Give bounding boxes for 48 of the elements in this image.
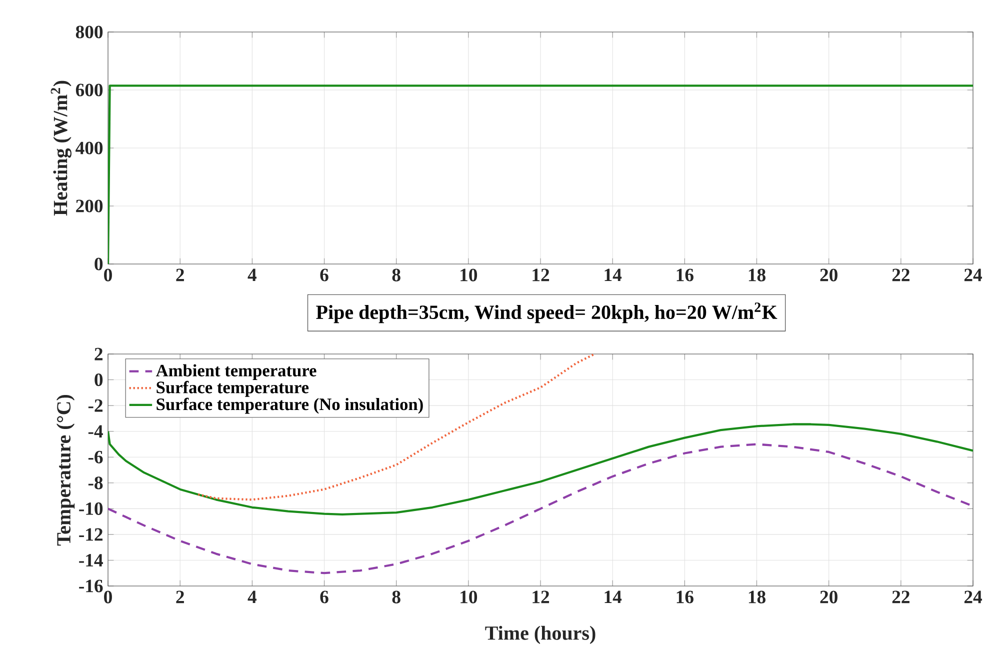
y-tick-label: 2	[94, 348, 102, 360]
y-tick-label: -16	[79, 580, 103, 592]
x-tick-label: 0	[104, 268, 112, 282]
x-tick-label: 12	[532, 590, 550, 604]
x-tick-label: 8	[392, 590, 400, 604]
legend-label: Surface temperature (No insulation)	[156, 398, 423, 414]
x-tick-label: 22	[892, 268, 910, 282]
x-tick-label: 20	[820, 268, 838, 282]
y-tick-label: 0	[94, 373, 103, 386]
y-tick-label: -2	[88, 399, 102, 412]
x-tick-label: 18	[748, 590, 766, 604]
x-tick-label: 10	[460, 590, 478, 604]
y-tick-label: -4	[88, 425, 103, 438]
y-tick-label: 0	[94, 258, 103, 270]
y-tick-label: -6	[88, 450, 103, 464]
x-tick-label: 14	[604, 268, 622, 282]
x-tick-label: 6	[320, 268, 328, 282]
y-tick-label: 400	[76, 142, 103, 154]
x-tick-label: 4	[248, 268, 256, 282]
x-tick-label: 22	[892, 590, 910, 604]
x-tick-label: 24	[964, 590, 982, 604]
x-tick-label: 8	[392, 268, 400, 282]
x-tick-label: 2	[176, 590, 184, 604]
legend-label: Surface temperature	[156, 380, 309, 397]
x-tick-label: 18	[748, 268, 766, 282]
x-tick-label: 14	[604, 590, 622, 604]
y-tick-label: -12	[79, 528, 102, 541]
x-tick-label: 24	[964, 268, 982, 282]
legend-label: Ambient temperature	[156, 364, 316, 380]
y-axis-title: Heating (W/m$^{2}$)	[50, 80, 72, 216]
x-axis-title: Time (hours)	[485, 626, 596, 644]
x-tick-label: 6	[320, 590, 328, 604]
x-tick-label: 16	[676, 590, 694, 604]
y-tick-label: 200	[76, 200, 103, 212]
y-axis-title: Temperature (°C)	[56, 394, 75, 546]
x-tick-label: 2	[176, 268, 184, 282]
chart-title: Pipe depth=35cm, Wind speed= 20kph, ho=20 W/m$^{2}$K	[316, 302, 778, 324]
x-tick-label: 0	[104, 590, 112, 604]
x-tick-label: 4	[248, 590, 256, 604]
y-tick-label: -10	[79, 502, 103, 515]
x-tick-label: 20	[820, 590, 838, 604]
y-tick-label: -8	[88, 476, 103, 490]
y-tick-label: 800	[76, 26, 103, 38]
x-tick-label: 16	[676, 268, 694, 282]
x-tick-label: 12	[532, 268, 550, 282]
x-tick-label: 10	[460, 268, 478, 282]
y-tick-label: -14	[79, 554, 103, 566]
y-tick-label: 600	[76, 84, 103, 96]
